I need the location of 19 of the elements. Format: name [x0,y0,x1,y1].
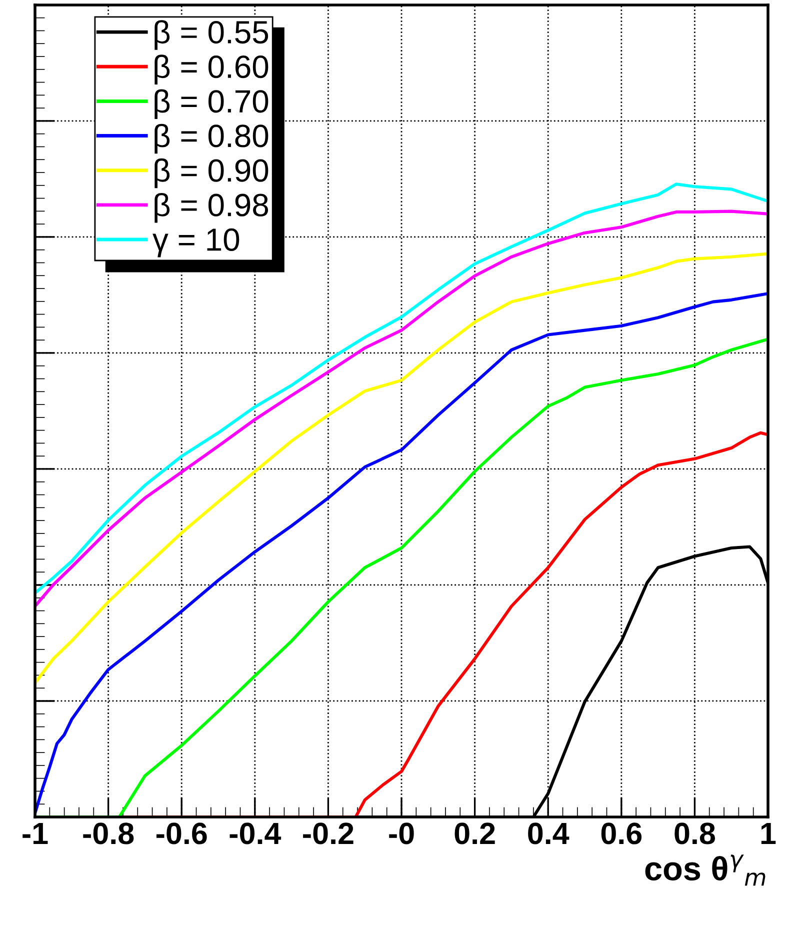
legend-label: β = 0.80 [154,124,268,154]
x-tick-label: -0.4 [230,822,282,844]
x-tick-label: -0 [389,822,414,844]
x-tick-label: 0.8 [674,822,716,844]
x-axis-title: cos θ$^{γ}$$_{m}$ [645,854,766,886]
legend-label: γ = 10 [152,228,240,258]
x-tick-label: -0.6 [156,822,207,844]
x-tick-label: -0.8 [83,822,134,844]
legend-label: β = 0.98 [154,192,268,223]
x-tick-label: -0.2 [303,822,354,844]
x-tick-label: -1 [22,822,48,844]
x-tick-label: 1 [761,822,776,844]
legend-label: β = 0.70 [154,89,268,120]
legend-label: β = 0.55 [154,20,268,50]
legend-label: β = 0.90 [154,158,268,188]
legend-label: β = 0.60 [154,54,268,84]
x-tick-label: 0.6 [601,822,642,844]
x-tick-label: 0.2 [454,822,495,844]
x-tick-label: 0.4 [528,822,570,844]
